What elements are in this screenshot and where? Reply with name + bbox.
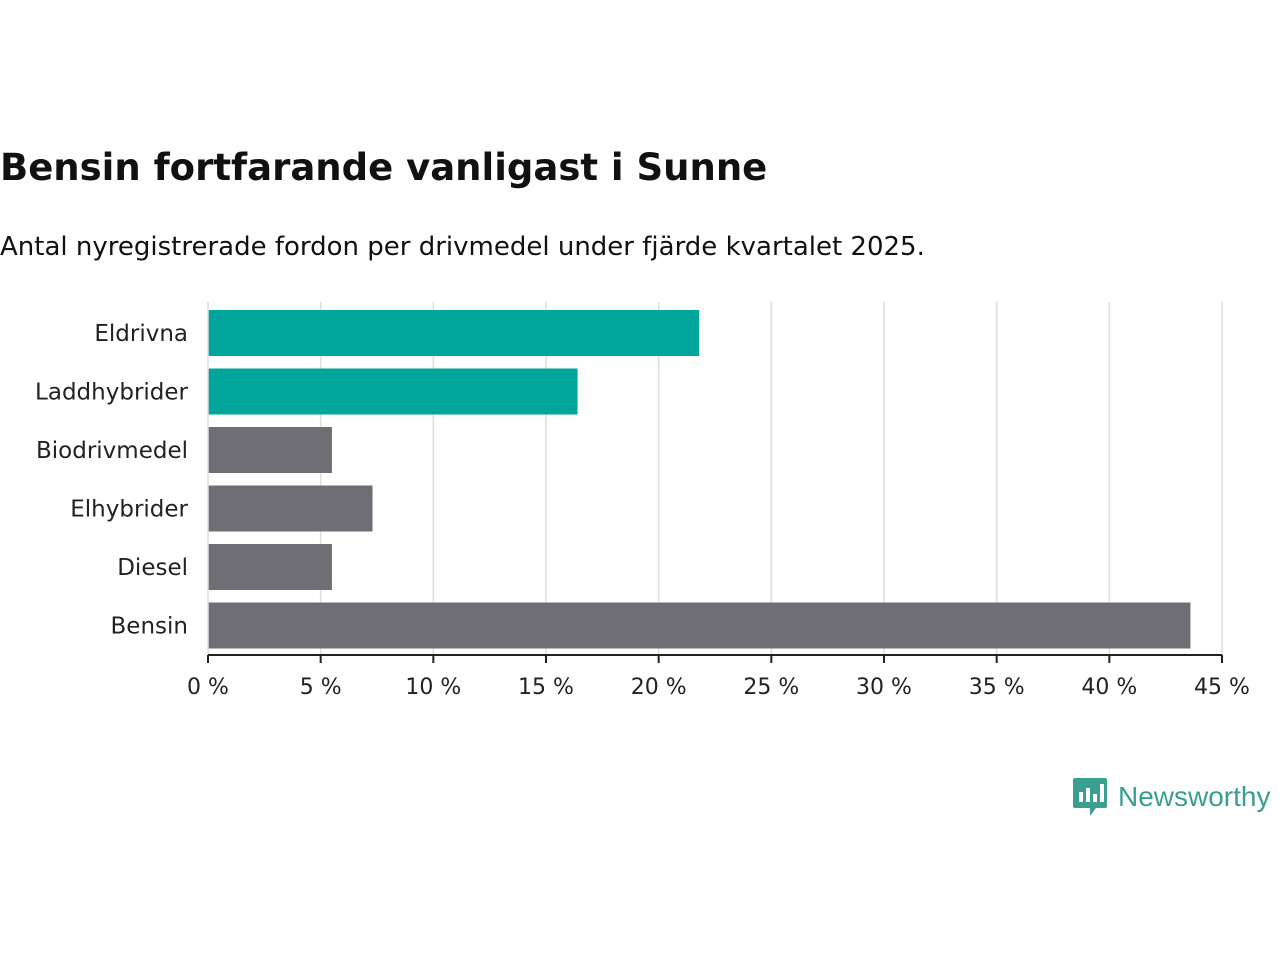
x-tick-label: 10 % [405,675,461,700]
category-label: Elhybrider [70,497,188,523]
brand-name: Newsworthy [1118,781,1271,812]
newsworthy-logo-icon [1073,778,1107,816]
brand-logo: Newsworthy [1072,776,1270,818]
x-tick-label: 5 % [300,675,342,700]
bar-laddhybrider [208,368,578,415]
chart-title: Bensin fortfarande vanligast i Sunne [0,146,768,189]
x-tick-label: 20 % [631,675,687,700]
x-tick-label: 45 % [1194,675,1250,700]
x-tick-label: 0 % [187,675,229,700]
category-label: Laddhybrider [35,380,188,406]
bar-eldrivna [208,310,700,356]
x-tick-label: 25 % [743,675,799,700]
x-tick-label: 15 % [518,675,574,700]
bar-elhybrider [208,485,373,532]
x-tick-label: 35 % [969,675,1025,700]
category-label: Biodrivmedel [36,438,188,464]
bar-chart: Eldrivna Laddhybrider Biodrivmedel Elhybrid… [35,302,1250,700]
x-tick-label: 40 % [1081,675,1137,700]
category-label: Bensin [111,614,188,640]
category-label: Eldrivna [94,321,188,347]
bar-biodrivmedel [208,427,332,473]
category-label: Diesel [117,555,188,581]
bar-bensin [208,602,1191,649]
x-tick-label: 30 % [856,675,912,700]
bar-diesel [208,544,332,590]
chart-subtitle: Antal nyregistrerade fordon per drivmede… [0,232,925,262]
